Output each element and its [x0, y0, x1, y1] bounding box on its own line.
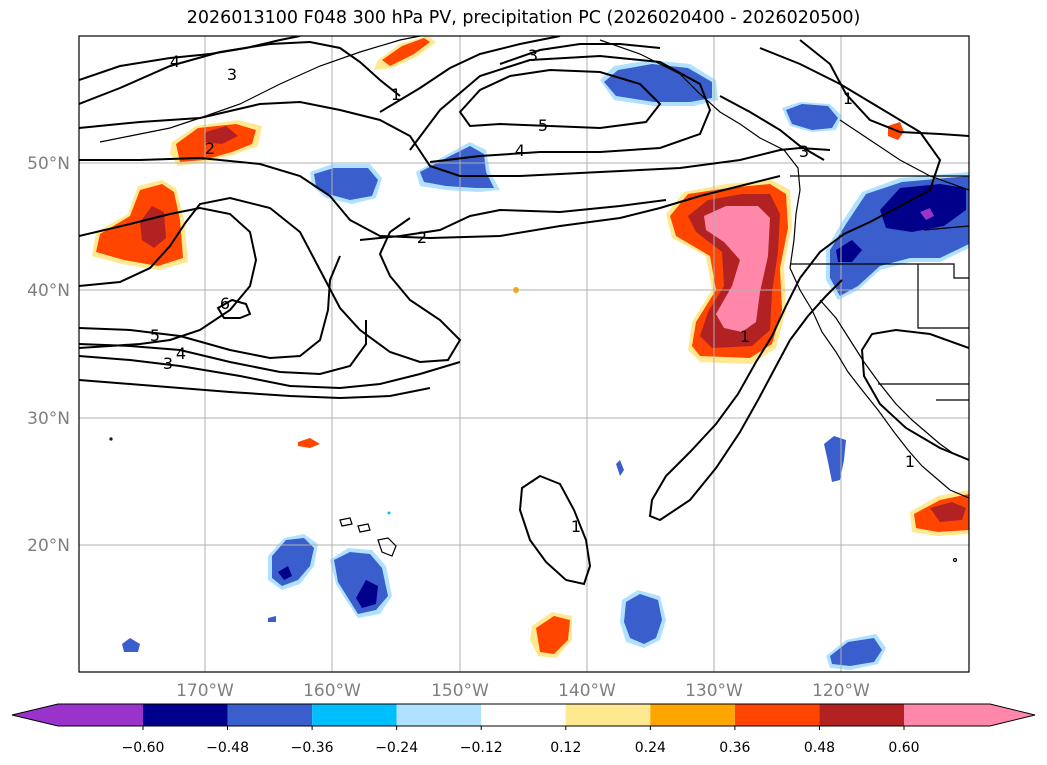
colorbar-segment [650, 704, 735, 726]
colorbar-extend-min [12, 704, 58, 726]
contour-label: 3 [227, 65, 237, 84]
colorbar-segment [58, 704, 143, 726]
longitude-axis: 170°W 160°W 150°W 140°W 130°W 120°W [176, 681, 870, 701]
colorbar: −0.60 −0.48 −0.36 −0.24 −0.12 0.12 0.24 0.36 0.4… [11, 703, 1036, 756]
precip-area-northeast-pacific-front [666, 180, 792, 364]
plot-area: 4 3 1 2 3 5 4 2 6 5 4 3 1 1 3 1 1 [79, 36, 969, 672]
colorbar-tick-label: 0.36 [719, 740, 750, 756]
contour-label: 1 [905, 452, 915, 471]
neg-area-gulf-alaska [600, 60, 718, 106]
precip-area-baja [910, 490, 969, 536]
contour-label: 1 [740, 327, 750, 346]
colorbar-segment [227, 704, 313, 726]
colorbar-segment [312, 704, 397, 726]
contour-label: 2 [205, 139, 215, 158]
contour-label: 2 [417, 228, 427, 247]
coastlines [99, 36, 969, 563]
lat-tick-label: 30°N [27, 409, 70, 429]
colorbar-tick-label: −0.36 [291, 740, 334, 756]
colorbar-tick-label: −0.60 [122, 740, 165, 756]
map-title: 2026013100 F048 300 hPa PV, precipitatio… [186, 8, 861, 28]
contour-label: 3 [799, 142, 809, 161]
lon-tick-label: 130°W [685, 681, 743, 701]
lat-tick-label: 40°N [27, 281, 70, 301]
contour-label: 4 [515, 141, 525, 160]
lat-tick-label: 50°N [27, 154, 70, 174]
precip-area-west-pacific [92, 180, 188, 270]
contour-label: 5 [538, 116, 548, 135]
contour-label: 6 [220, 294, 230, 313]
colorbar-tick-label: −0.24 [375, 740, 418, 756]
precip-negative-areas [122, 60, 969, 670]
precip-area-small-west [298, 438, 320, 448]
colorbar-segment [396, 704, 482, 726]
neg-area-hawaii-center [330, 548, 392, 618]
colorbar-segment [565, 704, 651, 726]
precip-area-tropical [530, 612, 572, 658]
lon-tick-label: 170°W [176, 681, 234, 701]
plot-frame [78, 35, 970, 673]
colorbar-extend-max [990, 704, 1035, 726]
gridlines [79, 36, 969, 672]
colorbar-segment [734, 704, 820, 726]
colorbar-segment [819, 704, 904, 726]
precip-positive-areas [92, 36, 969, 658]
neg-area-tropics-center [620, 590, 666, 648]
colorbar-segment [143, 704, 228, 726]
colorbar-tick-label: 0.24 [635, 740, 666, 756]
colorbar-segment [481, 704, 566, 726]
precip-area-aleutian [170, 120, 262, 166]
colorbar-tick-label: 0.60 [888, 740, 919, 756]
neg-area-bc-coast [782, 102, 842, 132]
contour-label: 1 [391, 85, 401, 104]
latitude-axis: 50°N 40°N 30°N 20°N [27, 154, 70, 556]
pv-contour-labels: 4 3 1 2 3 5 4 2 6 5 4 3 1 1 3 1 1 [150, 46, 915, 536]
precip-area-alaska [374, 36, 436, 70]
colorbar-segment [904, 704, 990, 726]
pv-contours [79, 36, 969, 586]
colorbar-tick-label: −0.48 [206, 740, 249, 756]
colorbar-tick-label: 0.12 [550, 740, 581, 756]
contour-label: 4 [176, 344, 186, 363]
contour-label: 3 [163, 354, 173, 373]
neg-area-pacific-northwest [826, 172, 969, 300]
lat-tick-label: 20°N [27, 536, 70, 556]
contour-label: 3 [528, 46, 538, 65]
colorbar-tick-label: −0.12 [460, 740, 503, 756]
colorbar-tick-label: 0.48 [804, 740, 835, 756]
lon-tick-label: 150°W [431, 681, 489, 701]
lon-tick-label: 160°W [303, 681, 361, 701]
neg-area-hawaii-west [268, 534, 318, 590]
contour-label: 4 [170, 52, 180, 71]
contour-label: 5 [150, 326, 160, 345]
contour-label: 1 [571, 517, 581, 536]
lon-tick-label: 120°W [812, 681, 870, 701]
lon-tick-label: 140°W [558, 681, 616, 701]
colorbar-outline [11, 703, 1036, 727]
contour-label: 1 [843, 89, 853, 108]
